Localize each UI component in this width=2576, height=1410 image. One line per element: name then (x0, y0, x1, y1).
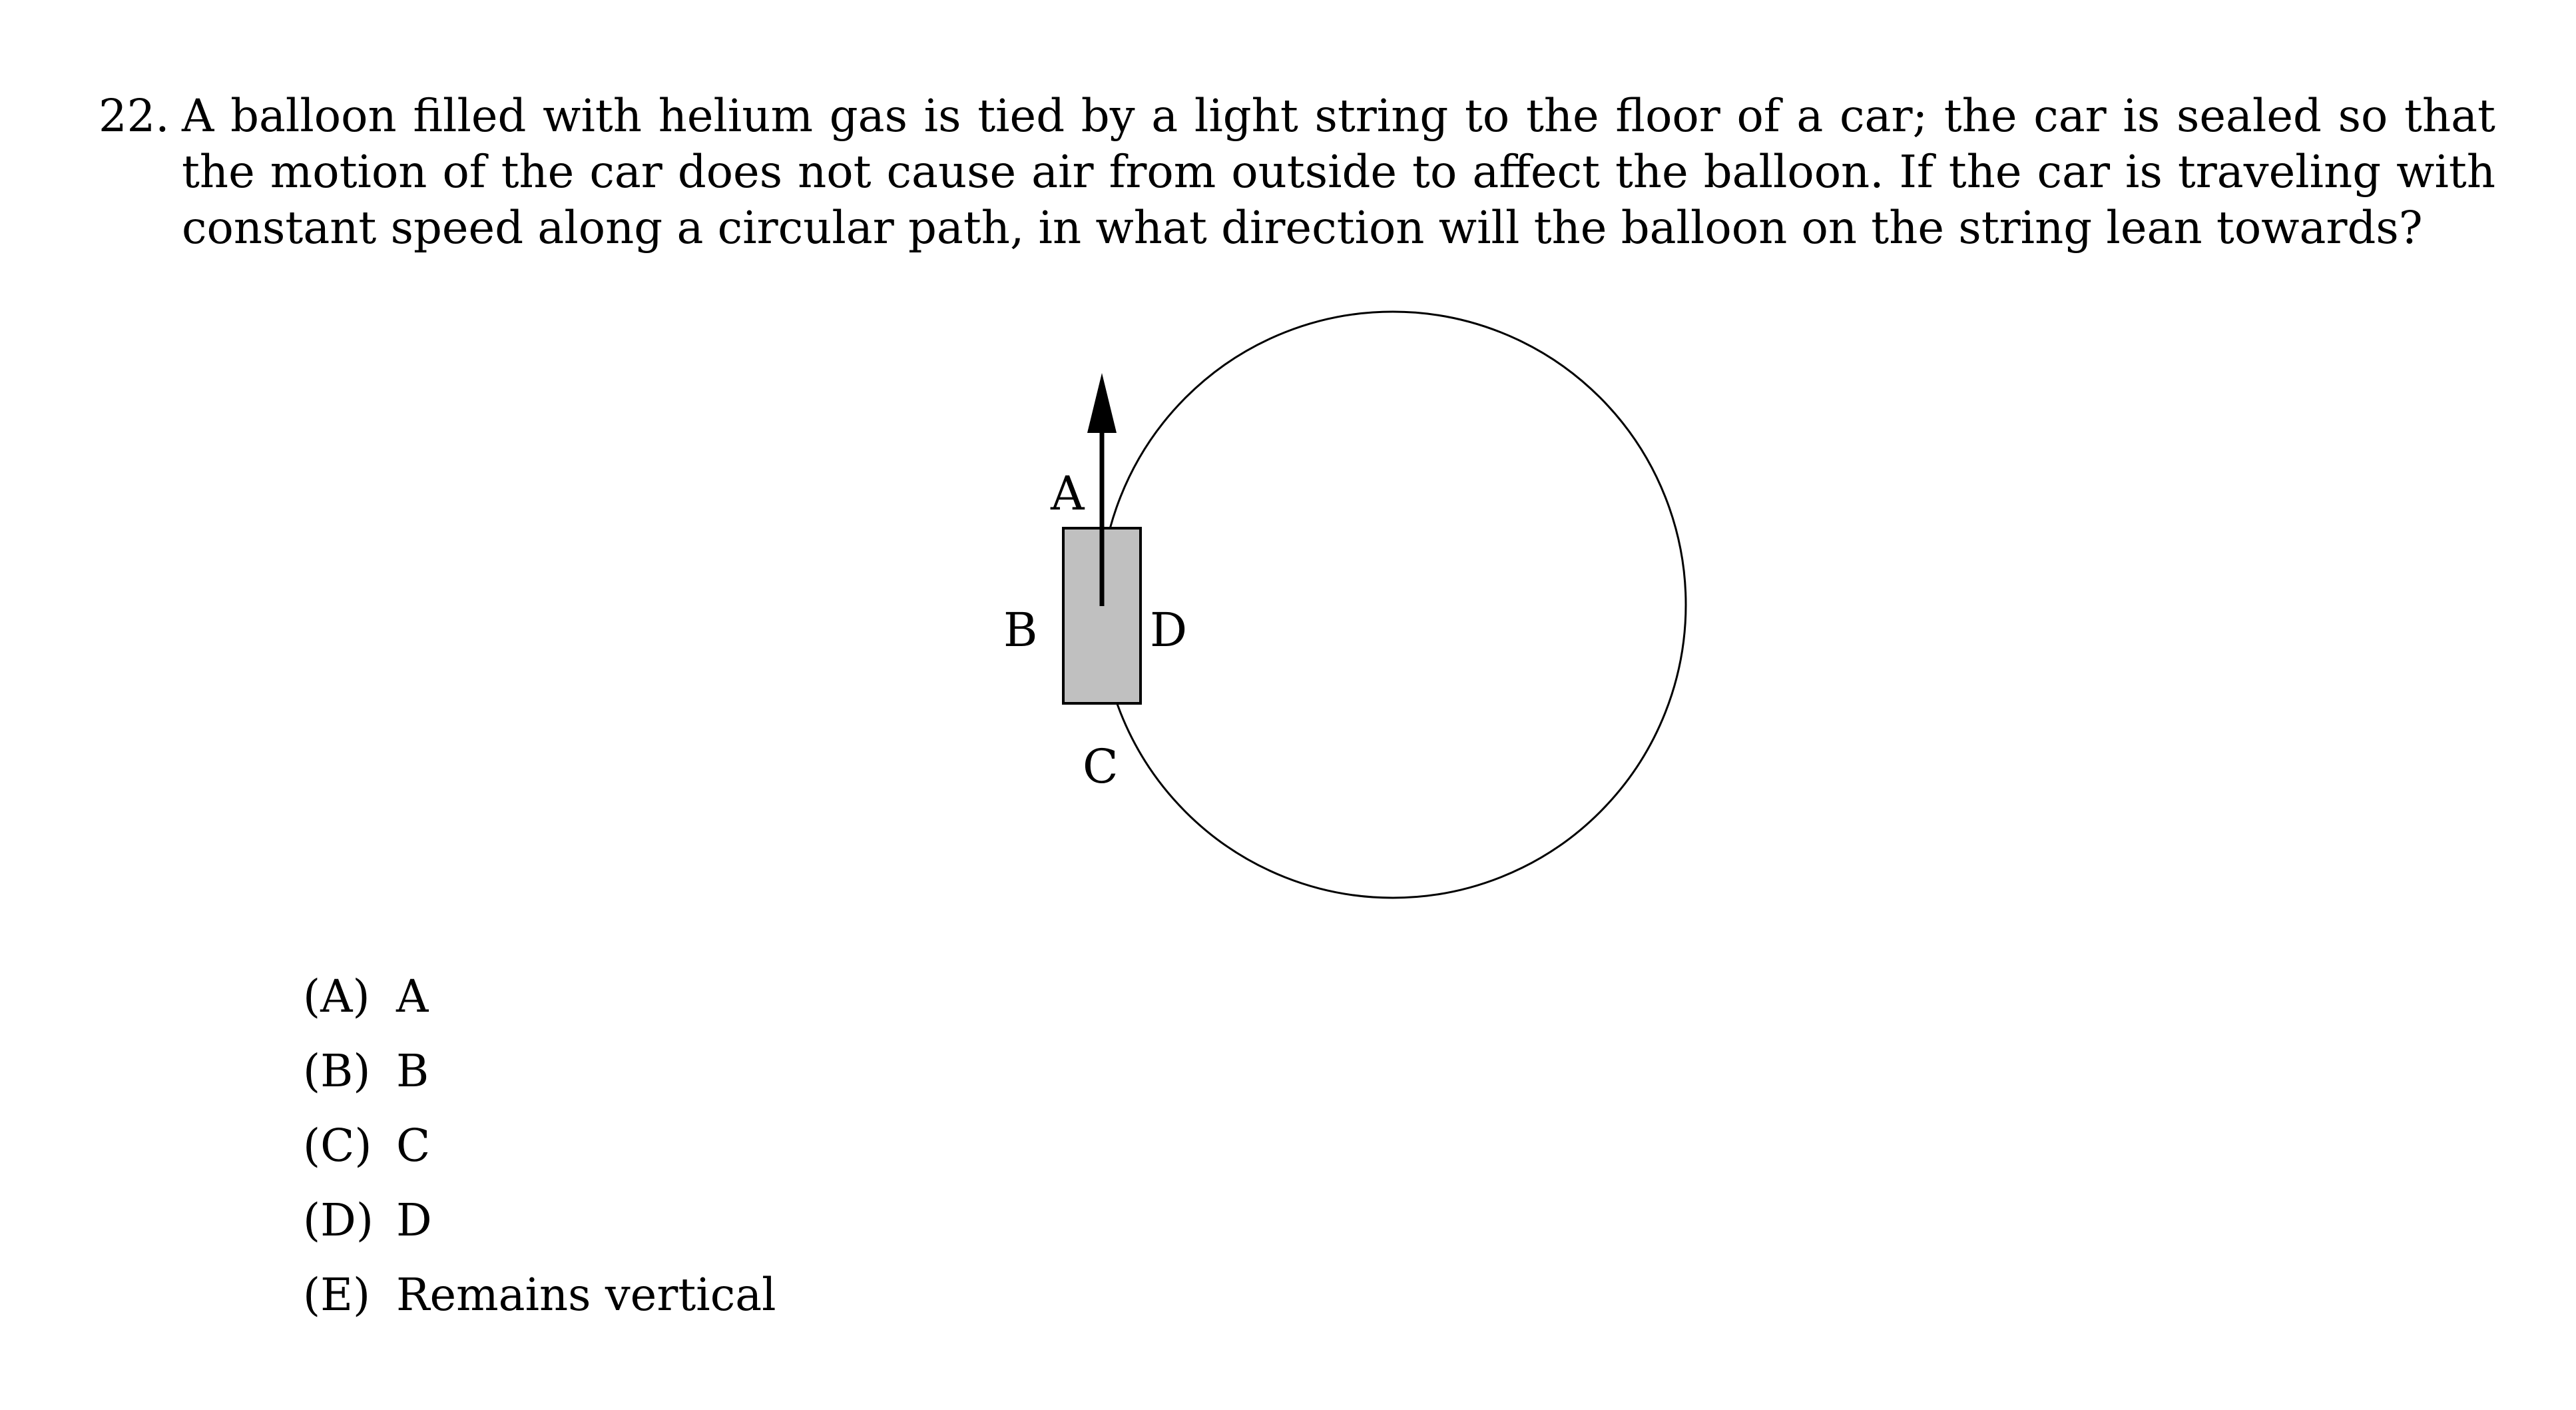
circular-path (1099, 310, 1687, 899)
choice-text: B (396, 1045, 429, 1097)
car (1062, 527, 1142, 705)
choice-text: D (396, 1194, 432, 1246)
choice-a[interactable]: (A) A (303, 959, 776, 1034)
question: 22. A balloon filled with helium gas is … (99, 88, 2495, 256)
label-c: C (1083, 739, 1119, 794)
choice-letter: (C) (303, 1120, 372, 1172)
choice-d[interactable]: (D) D (303, 1183, 776, 1257)
velocity-arrow-icon (1087, 373, 1117, 433)
choice-text: Remains vertical (396, 1269, 776, 1321)
choice-letter: (B) (303, 1045, 371, 1097)
choice-e[interactable]: (E) Remains vertical (303, 1257, 776, 1332)
question-number: 22. (99, 90, 170, 142)
label-d: D (1150, 603, 1187, 657)
label-b: B (1003, 603, 1037, 657)
choice-b[interactable]: (B) B (303, 1034, 776, 1108)
answer-choices: (A) A (B) B (C) C (D) D (E) Remains vert… (303, 959, 776, 1332)
label-a: A (1050, 466, 1085, 521)
choice-letter: (E) (303, 1269, 371, 1321)
choice-text: A (396, 970, 429, 1022)
choice-c[interactable]: (C) C (303, 1108, 776, 1183)
question-text: A balloon filled with helium gas is tied… (182, 90, 2495, 254)
choice-letter: (D) (303, 1194, 374, 1246)
choice-letter: (A) (303, 970, 370, 1022)
choice-text: C (396, 1120, 431, 1172)
